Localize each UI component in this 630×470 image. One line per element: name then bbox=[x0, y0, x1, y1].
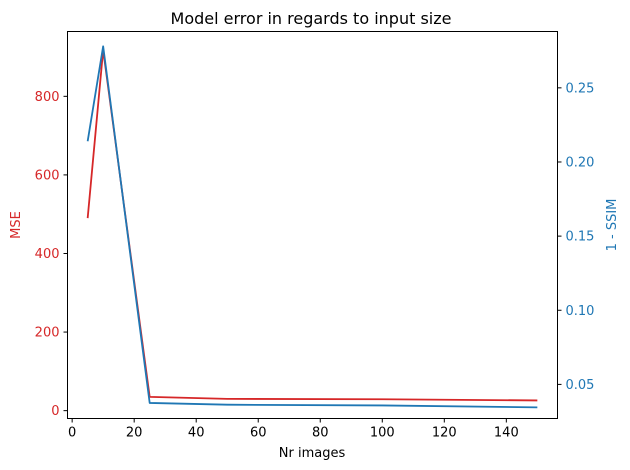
x-tick-label: 20 bbox=[126, 426, 143, 441]
left-y-tick-label: 0 bbox=[51, 404, 59, 419]
x-tick-label: 0 bbox=[68, 426, 76, 441]
left-y-tick-label: 600 bbox=[35, 168, 60, 183]
left-y-tick-label: 200 bbox=[35, 326, 60, 341]
x-tick-label: 140 bbox=[494, 426, 519, 441]
ssim-line bbox=[86, 45, 538, 409]
x-tick-label: 60 bbox=[250, 426, 267, 441]
right-y-axis-label: 1 - SSIM bbox=[605, 199, 620, 252]
x-tick-label: 40 bbox=[188, 426, 205, 441]
right-y-tick-label: 0.15 bbox=[566, 230, 595, 245]
right-y-tick-label: 0.25 bbox=[566, 81, 595, 96]
x-axis-ticks: 0 20 40 60 80 100 120 140 bbox=[68, 418, 519, 441]
right-y-tick-label: 0.20 bbox=[566, 155, 595, 170]
plot-lines bbox=[86, 45, 538, 409]
right-y-tick-label: 0.10 bbox=[566, 304, 595, 319]
right-y-tick-label: 0.05 bbox=[566, 378, 595, 393]
x-axis-label: Nr images bbox=[279, 446, 346, 461]
x-tick-label: 80 bbox=[312, 426, 329, 441]
x-tick-label: 100 bbox=[370, 426, 395, 441]
chart-title: Model error in regards to input size bbox=[171, 9, 452, 28]
left-y-axis-ticks: 0 200 400 600 800 bbox=[35, 90, 68, 419]
right-y-axis-ticks: 0.05 0.10 0.15 0.20 0.25 bbox=[557, 81, 595, 393]
plot-frame bbox=[67, 31, 558, 419]
left-y-axis-label: MSE bbox=[9, 211, 24, 239]
left-y-tick-label: 800 bbox=[35, 90, 60, 105]
x-tick-label: 120 bbox=[432, 426, 457, 441]
left-y-tick-label: 400 bbox=[35, 247, 60, 262]
mse-line bbox=[86, 49, 538, 402]
